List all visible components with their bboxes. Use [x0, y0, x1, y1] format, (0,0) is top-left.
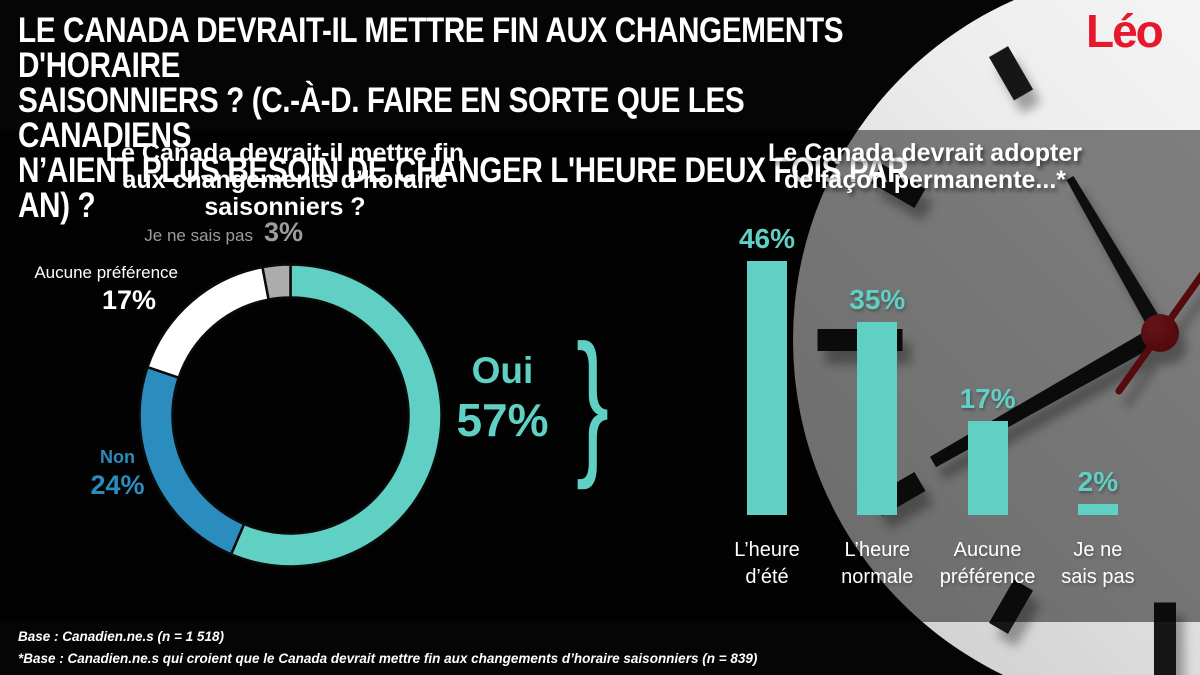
- slice-label: Non: [100, 447, 135, 467]
- bar-chart: 46% L’heure d’été 35% L’heure normale 17% Auc…: [714, 210, 1160, 610]
- bar-2: [967, 421, 1008, 515]
- slice-value: 3%: [263, 217, 303, 247]
- bar-value-3: 2%: [1077, 465, 1119, 497]
- footer: Base : Canadien.ne.s (n = 1 518) *Base :…: [18, 626, 918, 670]
- donut-label-non: Non 24%: [70, 447, 165, 500]
- dark-overlay-band: [0, 130, 1200, 622]
- donut-chart-title: Le Canada devrait-il mettre fin aux chan…: [105, 139, 465, 221]
- clock-center-hub: [1141, 314, 1179, 352]
- donut-label-je-ne-sais-pas: Je ne sais pas 3%: [73, 217, 303, 248]
- donut-slice-3: [261, 263, 292, 302]
- slice-value: 24%: [90, 469, 145, 500]
- slice-value: 57%: [456, 393, 549, 446]
- slice-value: 17%: [101, 284, 156, 315]
- bar-category-label-1: L’heure normale: [841, 539, 914, 588]
- donut-label-aucune-preference: Aucune préférence 17%: [0, 263, 178, 315]
- bar-category-label-3: Je ne sais pas: [1061, 539, 1135, 588]
- donut-chart: [138, 263, 443, 568]
- bar-value-1: 35%: [849, 283, 906, 315]
- slice-label: Aucune préférence: [34, 263, 178, 282]
- bar-value-0: 46%: [738, 223, 796, 255]
- bar-chart-title: Le Canada devrait adopter de façon perma…: [768, 139, 1082, 194]
- bar-0: [747, 261, 787, 515]
- donut-slice-0: [229, 263, 443, 568]
- clock-tick-marks: [817, 46, 1176, 675]
- base-note: Base : Canadien.ne.s (n = 1 518): [18, 629, 224, 644]
- clock-hour-hand: [1066, 176, 1167, 337]
- bar-1: [857, 321, 898, 515]
- donut-label-oui: Oui 57%: [450, 350, 555, 446]
- base-note-secondary: *Base : Canadien.ne.s qui croient que le…: [18, 651, 758, 666]
- bar-3: [1077, 503, 1118, 515]
- brace-icon: }: [576, 311, 610, 490]
- leo-logo: Léo: [1086, 5, 1164, 57]
- slice-label: Je ne sais pas: [144, 226, 253, 245]
- page-title: LE CANADA DEVRAIT-IL METTRE FIN AUX CHAN…: [18, 11, 909, 225]
- slice-label: Oui: [471, 350, 534, 391]
- bar-category-label-2: Aucune préférence: [939, 539, 1036, 588]
- bar-value-2: 17%: [959, 383, 1016, 415]
- bar-category-label-0: L’heure d’été: [734, 539, 800, 588]
